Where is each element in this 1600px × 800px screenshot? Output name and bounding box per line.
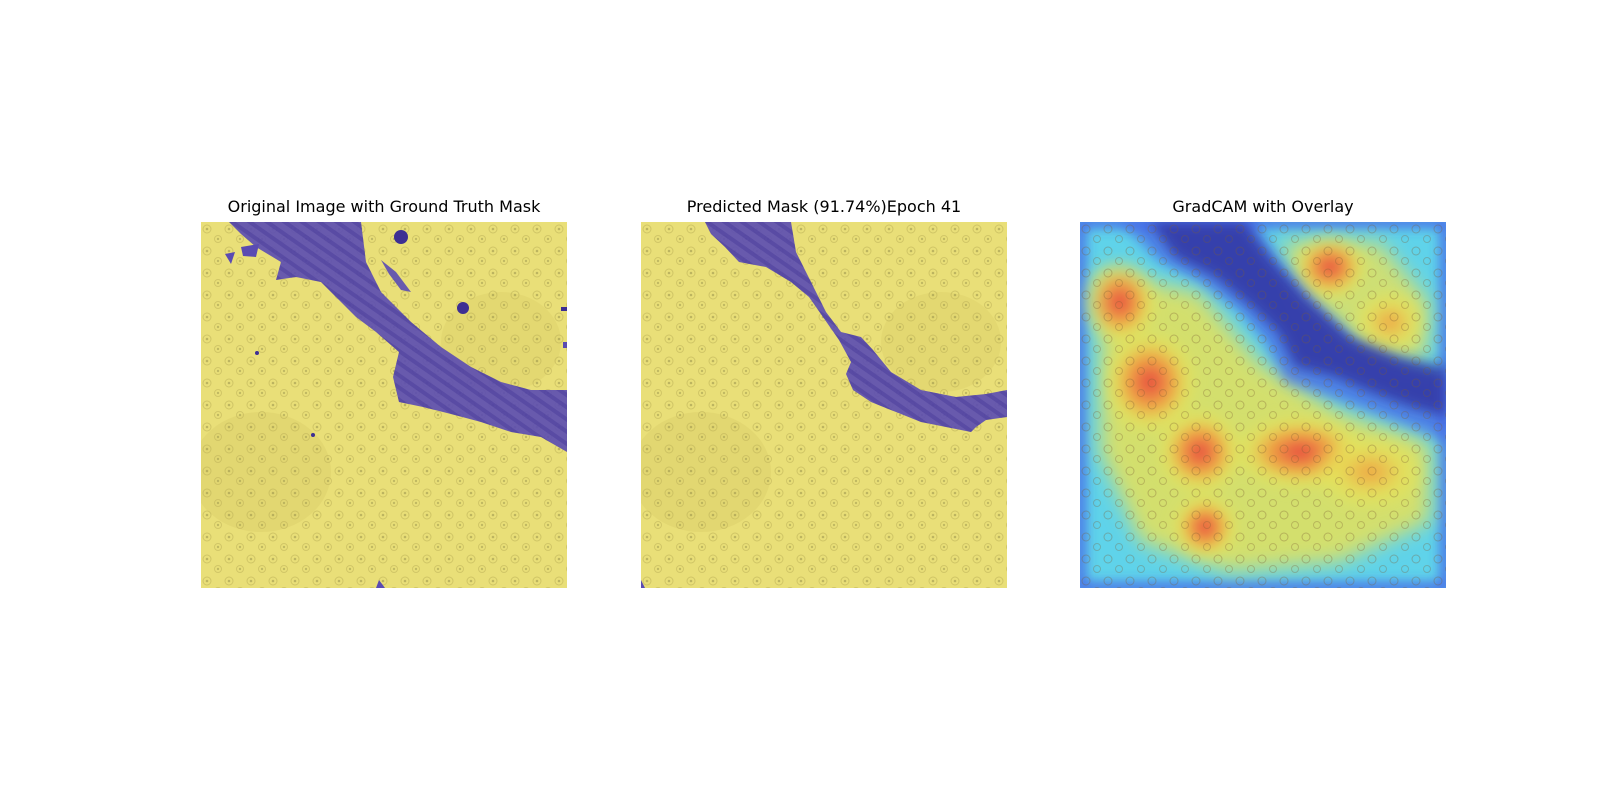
predicted-mask-title: Predicted Mask (91.74%)Epoch 41 (601, 197, 1047, 217)
gradcam-title: GradCAM with Overlay (1040, 197, 1486, 217)
predicted-mask-panel: Predicted Mask (91.74%)Epoch 41 (641, 0, 1007, 800)
predicted-mask-image (641, 222, 1007, 588)
ground-truth-image (201, 222, 567, 588)
gradcam-image (1080, 222, 1446, 588)
ground-truth-panel: Original Image with Ground Truth Mask (201, 0, 567, 800)
ground-truth-title: Original Image with Ground Truth Mask (161, 197, 607, 217)
gradcam-panel: GradCAM with Overlay (1080, 0, 1446, 800)
